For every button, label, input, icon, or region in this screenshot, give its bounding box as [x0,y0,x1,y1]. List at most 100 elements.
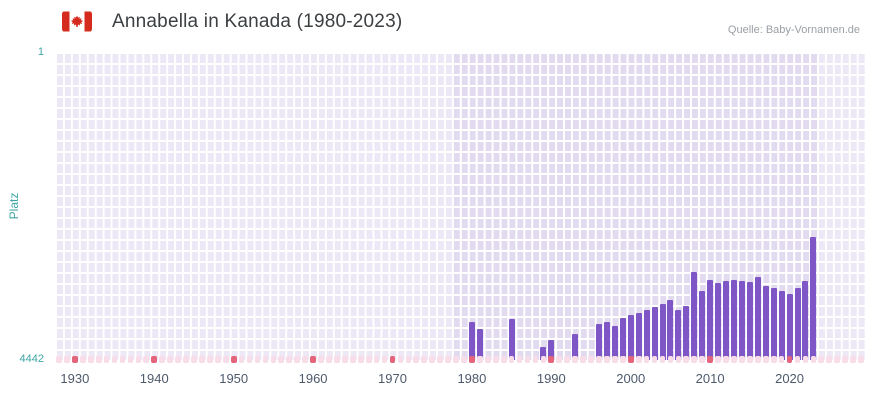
year-marker [500,356,507,363]
bar-1993[interactable] [572,333,579,360]
bar-2023[interactable] [810,237,817,360]
bar-2016[interactable] [754,277,761,360]
bar-2000[interactable] [627,315,634,360]
year-marker [540,356,547,363]
bar-2005[interactable] [667,300,674,360]
year-marker [357,356,364,363]
bar-2001[interactable] [635,312,642,360]
bar-2007[interactable] [683,305,690,360]
x-tick-label: 2000 [616,371,646,386]
bar-2022[interactable] [802,281,809,360]
bar-2012[interactable] [723,280,730,360]
bar-2017[interactable] [762,286,769,360]
year-marker [183,356,189,363]
year-marker [619,356,626,363]
year-marker [826,356,833,363]
bar-1989[interactable] [540,347,547,360]
decade-marker [389,356,396,363]
bar-2019[interactable] [778,291,785,360]
bar-2004[interactable] [659,303,666,360]
decade-marker [627,356,634,363]
bar-2018[interactable] [770,287,777,360]
year-marker [445,356,451,363]
x-tick-label: 1960 [298,371,328,386]
year-marker [818,356,825,363]
bar-2008[interactable] [691,271,698,360]
year-marker [191,356,197,363]
year-marker [167,356,173,363]
year-marker [103,356,110,363]
canada-flag-icon [62,11,92,32]
bar-2014[interactable] [738,280,745,360]
year-marker [778,356,785,363]
bar-1997[interactable] [603,321,610,360]
bar-2006[interactable] [675,309,682,360]
year-marker [278,356,285,363]
year-marker [79,356,86,363]
year-marker [95,356,102,363]
year-marker [437,356,443,363]
year-marker [564,356,571,363]
year-marker [611,356,618,363]
year-marker [87,356,94,363]
year-marker [604,356,610,363]
bar-1981[interactable] [476,329,483,360]
year-marker [683,356,690,363]
chart-title: Annabella in Kanada (1980-2023) [112,11,403,32]
year-marker [492,356,499,363]
grid-overlay [55,52,865,360]
decade-marker [151,356,158,363]
bar-2015[interactable] [746,282,753,360]
year-marker [349,356,356,363]
bar-1985[interactable] [508,318,515,360]
year-marker [365,356,372,363]
source-label: Quelle: Baby-Vornamen.de [727,24,860,36]
year-marker [516,356,523,363]
year-marker [476,356,483,363]
bar-2003[interactable] [651,307,658,360]
x-tick-label: 1930 [60,371,90,386]
year-marker [715,356,721,363]
decade-marker [71,356,78,363]
year-marker [111,356,118,363]
year-marker [421,356,428,363]
decade-marker [469,356,475,363]
y-tick-min: 4442 [19,353,44,365]
year-marker [381,356,388,363]
bar-2020[interactable] [786,293,793,360]
year-marker [222,356,229,363]
year-marker [739,356,745,363]
year-marker [341,356,348,363]
x-tick-label: 1940 [139,371,169,386]
year-marker [675,356,682,363]
bar-1980[interactable] [468,321,475,360]
bar-1996[interactable] [595,324,602,360]
bar-2011[interactable] [715,282,722,360]
bar-1999[interactable] [619,318,626,360]
bar-2021[interactable] [794,287,801,360]
year-marker [746,356,753,363]
year-marker [667,356,674,363]
bar-1998[interactable] [611,325,618,360]
bar-2010[interactable] [707,280,714,360]
year-marker [214,356,221,363]
bar-2009[interactable] [699,290,706,360]
year-marker [254,356,261,363]
year-marker [461,356,467,363]
bar-2013[interactable] [730,280,737,360]
year-marker [572,356,578,363]
year-marker [635,356,642,363]
year-marker [373,356,380,363]
bar-2002[interactable] [643,309,650,360]
year-marker [699,356,706,363]
year-marker [834,356,841,363]
year-marker [159,356,166,363]
year-marker [127,356,134,363]
bar-1990[interactable] [548,340,555,360]
year-marker [302,356,308,363]
year-marker [175,356,181,363]
year-marker [508,356,515,363]
x-tick-label: 1990 [536,371,566,386]
year-marker [397,356,404,363]
